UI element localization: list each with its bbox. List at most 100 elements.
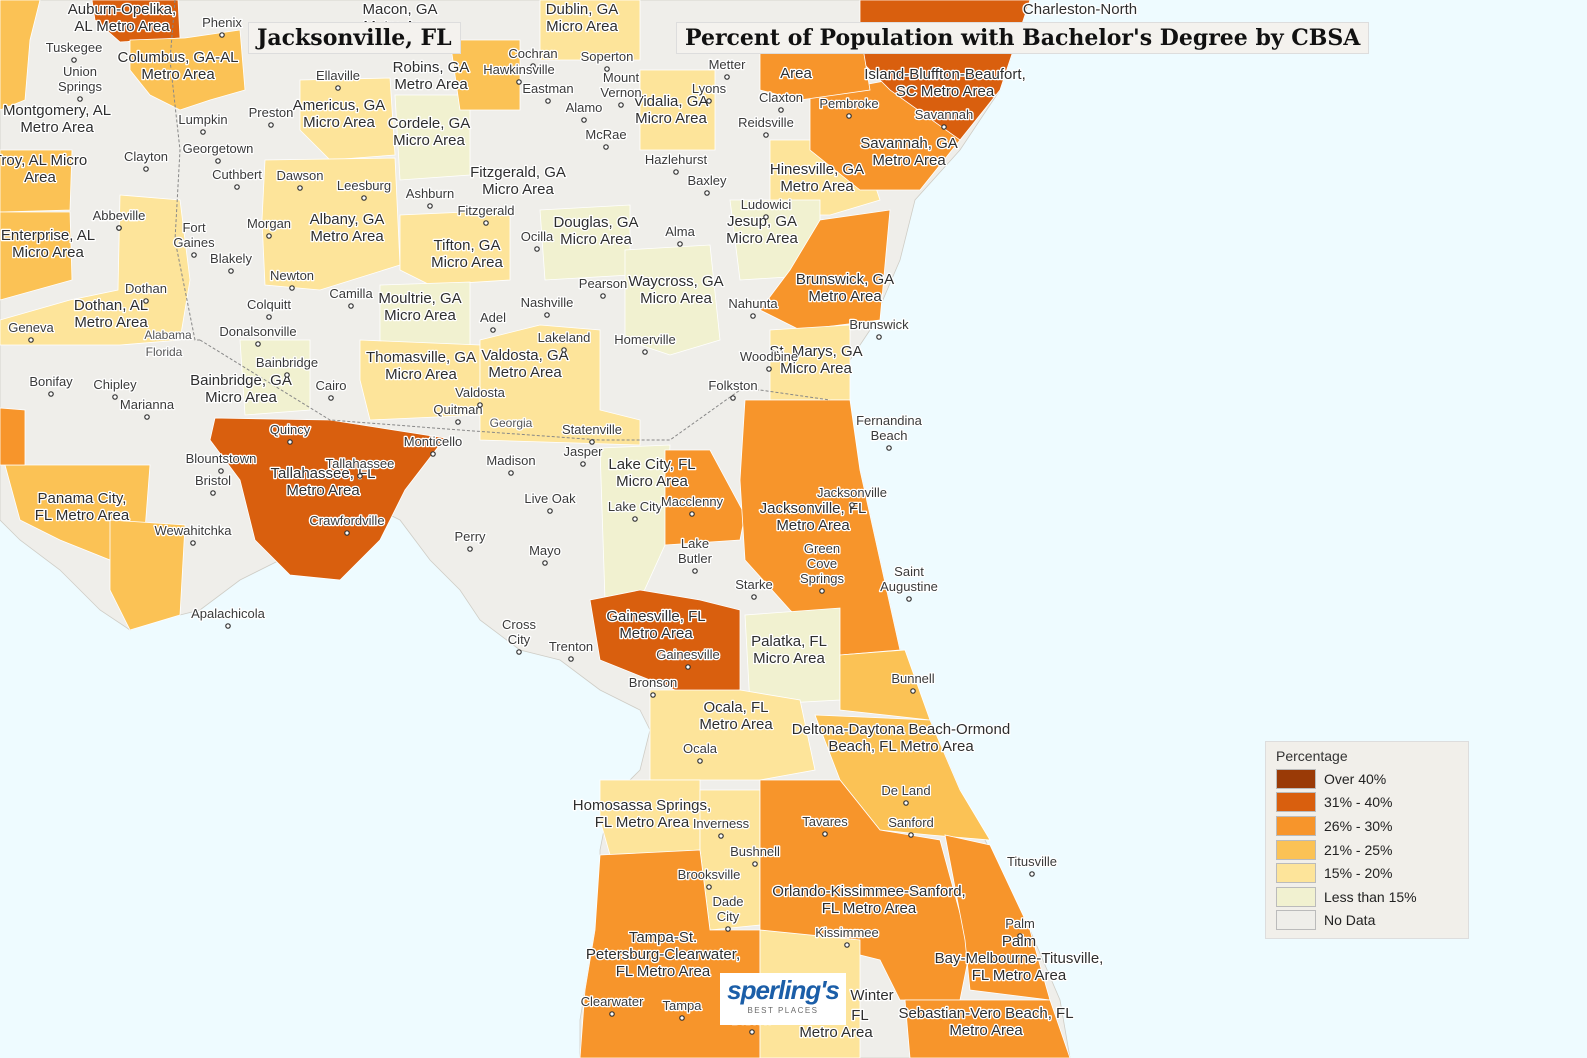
region-tampa[interactable] (579, 849, 761, 1058)
city-marker (210, 490, 216, 496)
region-bainbridge[interactable] (239, 339, 311, 416)
region-waycross[interactable] (624, 244, 721, 356)
city-label: Tavares (802, 814, 848, 829)
city-marker (228, 268, 234, 274)
city-marker (650, 692, 656, 698)
city-label: Dawson (277, 168, 324, 183)
region-lake-city[interactable] (599, 444, 671, 601)
city-label: Quitman (433, 402, 482, 417)
region-cordele[interactable] (394, 94, 471, 181)
city-marker (844, 942, 850, 948)
legend-label: 15% - 20% (1324, 865, 1393, 882)
cbsa-label: Hinesville, GA Metro Area (770, 161, 864, 195)
city-marker (144, 414, 150, 420)
city-marker (750, 313, 756, 319)
city-label: Jacksonville (817, 485, 887, 500)
city-label: Blakely (210, 251, 252, 266)
region-sebastian[interactable] (904, 999, 1071, 1058)
city-label: Tampa (662, 998, 702, 1013)
city-marker (689, 511, 695, 517)
region-valdosta[interactable] (479, 324, 641, 446)
city-label: Abbeville (93, 208, 146, 223)
city-marker (430, 451, 436, 457)
city-label: Monticello (404, 434, 463, 449)
city-marker (234, 184, 240, 190)
cbsa-label: Americus, GA Micro Area (293, 97, 386, 131)
city-marker (718, 833, 724, 839)
legend-item: Less than 15% (1276, 885, 1458, 909)
region-port-saint-joe[interactable] (109, 519, 186, 631)
region-sumter[interactable] (699, 789, 761, 931)
city-marker (215, 158, 221, 164)
city-marker (289, 285, 295, 291)
cbsa-label: Tifton, GA Micro Area (431, 237, 503, 271)
region-vidalia[interactable] (639, 69, 716, 151)
city-label: Madison (486, 453, 535, 468)
legend-rows: Over 40% 31% - 40% 26% - 30% 21% - 25% 15% -… (1276, 767, 1458, 932)
cbsa-label: Robins, GA Metro Area (393, 59, 470, 93)
legend-swatch (1276, 839, 1316, 860)
region-tallahassee[interactable] (209, 417, 446, 581)
city-label: Alma (665, 224, 695, 239)
city-marker (455, 419, 461, 425)
city-label: Perry (454, 529, 486, 544)
region-enterprise[interactable] (0, 211, 73, 301)
city-marker (876, 334, 882, 340)
city-label: Mayo (529, 543, 561, 558)
cbsa-label: Waycross, GA Micro Area (628, 273, 723, 307)
city-marker (255, 341, 261, 347)
region-troy[interactable] (0, 149, 73, 213)
city-marker (71, 57, 77, 63)
cbsa-label: Savannah, GA Metro Area (860, 135, 958, 169)
legend-swatch (1276, 768, 1316, 789)
city-marker (266, 233, 272, 239)
city-label: Claxton (759, 90, 803, 105)
legend-item: 21% - 25% (1276, 838, 1458, 862)
city-marker (1029, 871, 1035, 877)
region-dothan[interactable] (0, 194, 191, 346)
region-thomasville[interactable] (359, 339, 481, 421)
city-label: Soperton (581, 49, 634, 64)
region-montgomery[interactable] (0, 0, 41, 111)
city-marker (467, 546, 473, 552)
city-label: Sanford (888, 815, 934, 830)
city-marker (609, 1011, 615, 1017)
legend-label: No Data (1324, 912, 1376, 929)
city-label: Quincy (270, 422, 311, 437)
cbsa-label: Montgomery, AL Metro Area (3, 102, 111, 136)
city-label: Lake City (608, 499, 663, 514)
region-left-edge[interactable] (0, 407, 26, 466)
city-marker (542, 560, 548, 566)
region-macon-area[interactable] (449, 39, 521, 111)
city-label: Newton (270, 268, 314, 283)
region-baker[interactable] (664, 449, 746, 546)
region-albany[interactable] (261, 157, 401, 291)
city-label: Adel (480, 310, 506, 325)
city-marker (752, 861, 758, 867)
cbsa-label: Ocala, FL Metro Area (699, 699, 773, 733)
legend-item: No Data (1276, 909, 1458, 933)
cbsa-label: Brunswick, GA Metro Area (796, 271, 894, 305)
region-dublin[interactable] (539, 0, 641, 61)
city-label: Titusville (1007, 854, 1057, 869)
city-label: Live Oak (524, 491, 576, 506)
city-label: Ludowici (741, 197, 792, 212)
city-marker (335, 85, 341, 91)
city-marker (600, 293, 606, 299)
cbsa-label: Albany, GA Metro Area (310, 211, 385, 245)
city-marker (589, 439, 595, 445)
city-label: Brunswick (849, 317, 909, 332)
city-marker (906, 596, 912, 602)
cbsa-label: Jacksonville, FL Metro Area (760, 500, 867, 534)
region-americus[interactable] (299, 77, 396, 161)
city-label: Saint Augustine (880, 564, 938, 594)
city-marker (143, 166, 149, 172)
city-label: Hawkinsville (483, 62, 555, 77)
city-label: Donalsonville (219, 324, 296, 339)
city-label: Starke (735, 577, 773, 592)
city-label: Macclenny (661, 494, 724, 509)
city-marker (561, 347, 567, 353)
region-columbus[interactable] (129, 29, 246, 111)
